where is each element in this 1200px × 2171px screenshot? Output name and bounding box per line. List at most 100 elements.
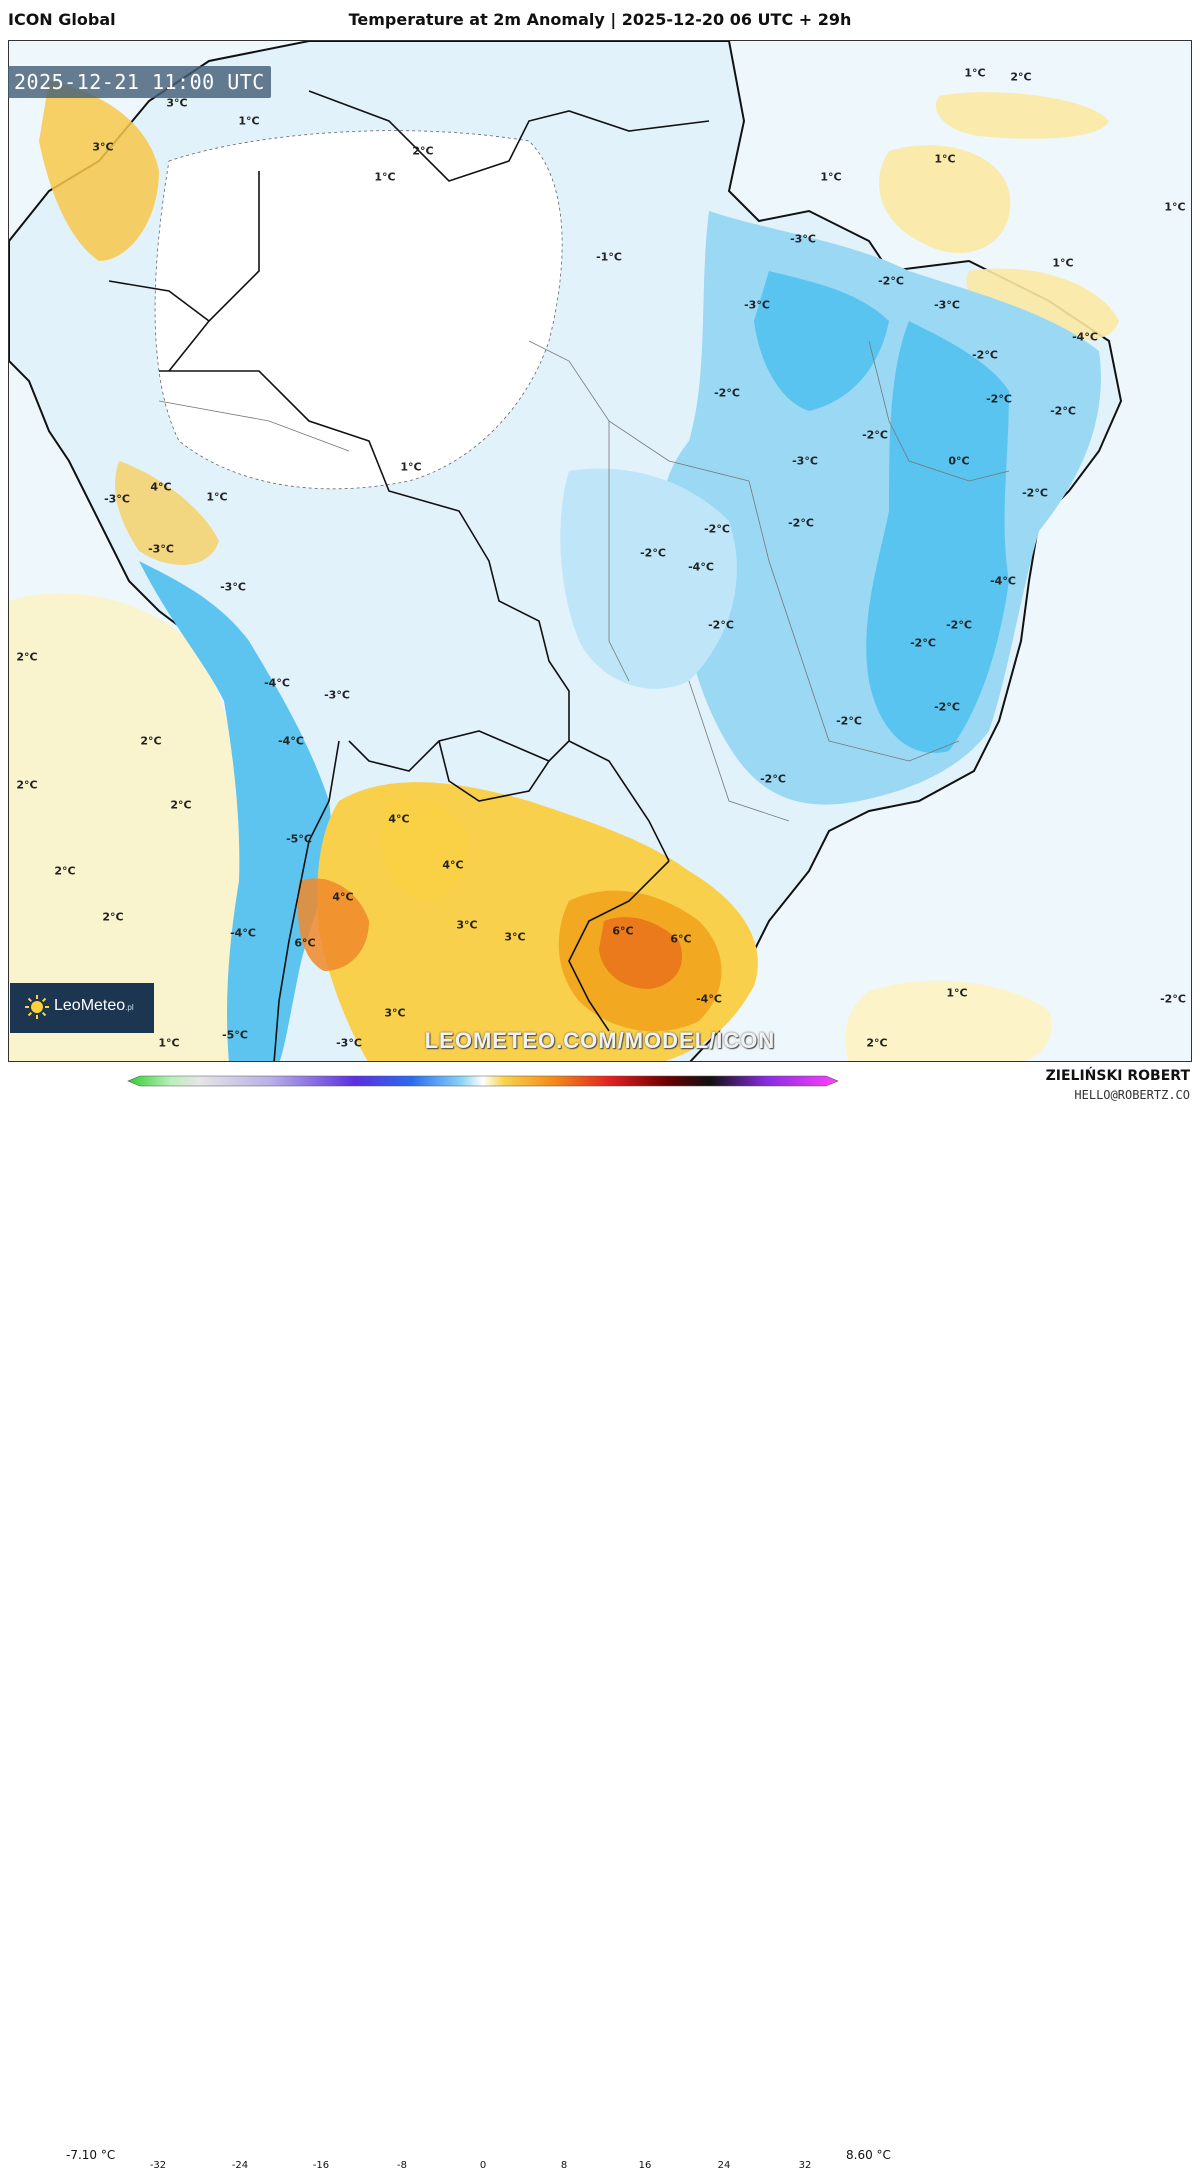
contour-label: -4°C — [264, 676, 290, 690]
contour-label: 2°C — [1010, 70, 1032, 84]
contour-label: -3°C — [104, 492, 130, 506]
contour-label: -2°C — [910, 636, 936, 650]
contour-label: 1°C — [934, 152, 956, 166]
model-name: ICON Global — [8, 10, 116, 29]
colorbar-tick: 16 — [638, 2160, 652, 2171]
cold-anomaly-northeast-core — [754, 271, 889, 411]
sun-icon — [25, 995, 49, 1019]
contour-label: -2°C — [986, 392, 1012, 406]
contour-label: 4°C — [150, 480, 172, 494]
contour-label: 6°C — [294, 936, 316, 950]
colorbar-tick: 32 — [798, 2160, 812, 2171]
colorbar-max-label: 8.60 °C — [846, 2148, 891, 2162]
contour-label: -2°C — [946, 618, 972, 632]
cold-anomaly-coast-core — [866, 321, 1009, 753]
anomaly-map[interactable] — [9, 41, 1192, 1062]
author-credit: ZIELIŃSKI ROBERT — [1045, 1068, 1190, 1084]
contour-label: 3°C — [166, 96, 188, 110]
contour-label: -4°C — [1072, 330, 1098, 344]
contour-label: 1°C — [1052, 256, 1074, 270]
contour-label: 3°C — [504, 930, 526, 944]
colorbar-tick: -8 — [397, 2160, 407, 2171]
contour-label: 1°C — [400, 460, 422, 474]
logo-tld: .pl — [125, 1003, 134, 1012]
contour-label: 1°C — [374, 170, 396, 184]
colorbar — [127, 1075, 839, 1087]
colorbar-tick: -24 — [231, 2160, 249, 2171]
contour-label: -2°C — [1050, 404, 1076, 418]
contour-label: -5°C — [222, 1028, 248, 1042]
contour-label: 2°C — [102, 910, 124, 924]
logo-text: LeoMeteo.pl — [54, 997, 134, 1015]
contour-label: -2°C — [934, 700, 960, 714]
warm-anomaly-north-andes — [39, 81, 159, 261]
author-email[interactable]: HELLO@ROBERTZ.CO — [1074, 1088, 1190, 1102]
contour-label: 3°C — [92, 140, 114, 154]
contour-label: -3°C — [934, 298, 960, 312]
contour-label: 4°C — [332, 890, 354, 904]
colorbar-tick: -32 — [149, 2160, 167, 2171]
footer: -7.10 °C 8.60 °C -32 -24 -16 -8 0 8 16 2… — [0, 1062, 1200, 2171]
contour-label: -1°C — [596, 250, 622, 264]
contour-label: 1°C — [158, 1036, 180, 1050]
colorbar-tick: 24 — [717, 2160, 731, 2171]
cold-anomaly-central — [560, 468, 737, 689]
contour-label: 1°C — [820, 170, 842, 184]
contour-label: -2°C — [878, 274, 904, 288]
colorbar-tick: 0 — [479, 2160, 487, 2171]
contour-label: 1°C — [238, 114, 260, 128]
contour-label: -2°C — [1022, 486, 1048, 500]
contour-label: -3°C — [148, 542, 174, 556]
warm-anomaly-andes-south — [297, 878, 369, 971]
contour-label: 3°C — [384, 1006, 406, 1020]
contour-label: 6°C — [670, 932, 692, 946]
warm-anomaly-peru — [115, 461, 219, 565]
contour-label: 0°C — [948, 454, 970, 468]
warm-anomaly-hot-core — [599, 917, 683, 989]
header: ICON Global Temperature at 2m Anomaly | … — [0, 0, 1200, 40]
contour-label: 2°C — [140, 734, 162, 748]
contour-label: -5°C — [286, 832, 312, 846]
warm-anomaly-bolivia — [380, 798, 469, 901]
logo-name: LeoMeteo — [54, 997, 126, 1014]
contour-label: 6°C — [612, 924, 634, 938]
contour-label: -4°C — [990, 574, 1016, 588]
contour-label: -4°C — [696, 992, 722, 1006]
atlantic-warm-region-south — [845, 980, 1052, 1061]
contour-label: 2°C — [170, 798, 192, 812]
country-borders — [108, 90, 710, 1061]
contour-label: -2°C — [640, 546, 666, 560]
contour-label: -3°C — [324, 688, 350, 702]
contour-label: -2°C — [760, 772, 786, 786]
contour-label: -3°C — [744, 298, 770, 312]
contour-label: 1°C — [1164, 200, 1186, 214]
contour-label: 2°C — [16, 650, 38, 664]
leometeo-logo[interactable]: LeoMeteo.pl — [10, 983, 154, 1033]
contour-label: 2°C — [412, 144, 434, 158]
contour-label: -2°C — [836, 714, 862, 728]
colorbar-tick: 8 — [560, 2160, 568, 2171]
amazon-neutral — [154, 130, 563, 490]
contour-label: 4°C — [442, 858, 464, 872]
contour-label: -2°C — [972, 348, 998, 362]
colorbar-tick: -16 — [312, 2160, 330, 2171]
contour-label: -3°C — [790, 232, 816, 246]
contour-label: -4°C — [278, 734, 304, 748]
contour-label: 2°C — [16, 778, 38, 792]
contour-label: -2°C — [704, 522, 730, 536]
contour-label: -4°C — [688, 560, 714, 574]
contour-label: -2°C — [862, 428, 888, 442]
cold-anomaly-andes — [139, 561, 332, 1061]
valid-time-badge: 2025-12-21 11:00 UTC — [8, 66, 271, 98]
atlantic-warm-region-northeast — [966, 268, 1119, 340]
contour-label: -2°C — [708, 618, 734, 632]
contour-label: -2°C — [788, 516, 814, 530]
contour-label: 3°C — [456, 918, 478, 932]
contour-label: 2°C — [54, 864, 76, 878]
contour-label: 1°C — [946, 986, 968, 1000]
state-borders — [158, 340, 1010, 822]
contour-label: -3°C — [220, 580, 246, 594]
atlantic-warm-region-north — [879, 145, 1011, 253]
map-frame[interactable]: 1°C 2°C 1°C 1°C 1°C 1°C 3°C 3°C 1°C 2°C … — [8, 40, 1192, 1062]
map-title: Temperature at 2m Anomaly | 2025-12-20 0… — [348, 10, 852, 29]
